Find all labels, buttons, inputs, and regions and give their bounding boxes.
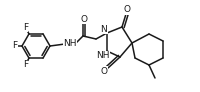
Text: O: O bbox=[123, 6, 130, 15]
Text: NH: NH bbox=[96, 52, 109, 61]
Text: F: F bbox=[23, 60, 28, 69]
Text: NH: NH bbox=[63, 39, 76, 48]
Text: O: O bbox=[80, 15, 87, 24]
Text: N: N bbox=[100, 24, 107, 33]
Text: F: F bbox=[12, 41, 17, 51]
Text: O: O bbox=[100, 67, 107, 76]
Text: F: F bbox=[23, 23, 28, 32]
